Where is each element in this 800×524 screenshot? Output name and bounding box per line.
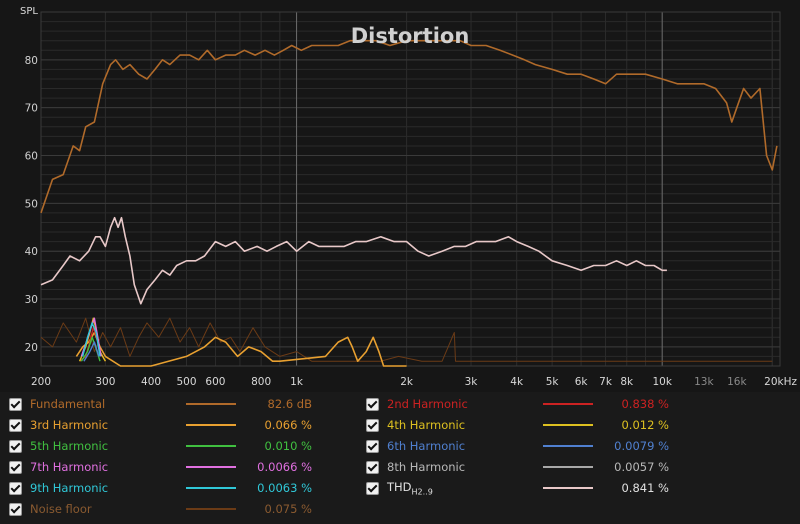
legend-checkbox-4th-harmonic[interactable]: [366, 418, 379, 432]
legend-item-4th-harmonic: 4th Harmonic 0.012 %: [366, 415, 669, 435]
legend-label: THDH2..9: [387, 479, 433, 497]
legend-swatch: [186, 424, 236, 426]
legend-item-9th-harmonic: 9th Harmonic 0.0063 %: [9, 478, 312, 498]
x-tick-label: 3k: [465, 376, 479, 388]
x-tick-label: 600: [205, 376, 225, 388]
legend-label: 5th Harmonic: [30, 439, 109, 453]
legend-swatch: [543, 403, 593, 405]
legend-checkbox-fundamental[interactable]: [9, 397, 22, 411]
y-tick-label: 80: [25, 55, 38, 67]
legend-swatch: [186, 508, 236, 510]
legend-swatch: [543, 445, 593, 447]
x-tick-label: 16k: [727, 376, 747, 388]
x-tick-label: 4k: [510, 376, 524, 388]
legend-checkbox-8th-harmonic[interactable]: [366, 460, 379, 474]
legend-checkbox-9th-harmonic[interactable]: [9, 481, 22, 495]
x-tick-label: 13k: [694, 376, 714, 388]
x-tick-label: 6k: [575, 376, 589, 388]
legend-label: Fundamental: [30, 397, 106, 411]
legend-swatch: [186, 445, 236, 447]
series-line-9th-harmonic: [82, 322, 101, 357]
plot-area: [40, 39, 778, 367]
x-tick-label: 10k: [652, 376, 672, 388]
legend-value: 0.0057 %: [614, 460, 669, 474]
legend-value: 0.0079 %: [614, 439, 669, 453]
legend-swatch: [186, 466, 236, 468]
series-line-thd: [40, 216, 667, 305]
legend-value: 0.075 %: [264, 502, 312, 516]
x-tick-label: 800: [251, 376, 271, 388]
y-tick-label: 20: [25, 342, 38, 354]
legend-value: 0.012 %: [621, 418, 669, 432]
legend-label: 2nd Harmonic: [387, 397, 468, 411]
legend-swatch: [543, 487, 593, 489]
legend-value: 0.838 %: [621, 397, 669, 411]
chart-title: Distortion: [351, 24, 470, 48]
legend-checkbox-noise-floor[interactable]: [9, 502, 22, 516]
legend-checkbox-6th-harmonic[interactable]: [366, 439, 379, 453]
x-tick-label: 300: [95, 376, 115, 388]
legend-item-3rd-harmonic: 3rd Harmonic 0.066 %: [9, 415, 312, 435]
y-axis-label: SPL: [20, 6, 38, 17]
legend-label-subscript: H2..9: [411, 487, 433, 497]
plot-frame: [40, 11, 781, 367]
legend-item-2nd-harmonic: 2nd Harmonic 0.838 %: [366, 394, 669, 414]
legend-item-5th-harmonic: 5th Harmonic 0.010 %: [9, 436, 312, 456]
legend-swatch: [186, 403, 236, 405]
legend-label: 8th Harmonic: [387, 460, 466, 474]
y-tick-label: 30: [25, 294, 38, 306]
series-line-3rd-harmonic: [75, 331, 407, 367]
distortion-chart: 20 30 40 50 60 70 80 200 300 400 500 600 800 1k 2k 3k 4k…: [20, 6, 798, 388]
legend-value: 0.0066 %: [257, 460, 312, 474]
x-tick-label: 1k: [290, 376, 304, 388]
x-tick-label: 20kHz: [764, 376, 797, 388]
y-tick-label: 60: [25, 151, 38, 163]
legend-item-6th-harmonic: 6th Harmonic 0.0079 %: [366, 436, 669, 456]
x-tick-label: 7k: [599, 376, 613, 388]
legend-value: 0.010 %: [264, 439, 312, 453]
legend-swatch: [543, 424, 593, 426]
legend-item-fundamental: Fundamental 82.6 dB: [9, 394, 312, 414]
legend-label: 6th Harmonic: [387, 439, 466, 453]
legend-item-7th-harmonic: 7th Harmonic 0.0066 %: [9, 457, 312, 477]
legend-label: 3rd Harmonic: [30, 418, 109, 432]
x-tick-label: 8k: [620, 376, 634, 388]
legend-value: 0.0063 %: [257, 481, 312, 495]
legend-label: Noise floor: [30, 502, 92, 516]
x-tick-label: 400: [141, 376, 161, 388]
x-tick-label: 500: [176, 376, 196, 388]
y-tick-label: 70: [25, 103, 38, 115]
legend-label: 4th Harmonic: [387, 418, 466, 432]
series-line-6th-harmonic: [83, 341, 100, 362]
legend-checkbox-2nd-harmonic[interactable]: [366, 397, 379, 411]
x-tick-label: 2k: [400, 376, 414, 388]
x-tick-label: 200: [31, 376, 51, 388]
legend-value: 82.6 dB: [267, 397, 312, 411]
legend-item-noise-floor: Noise floor 0.075 %: [9, 499, 312, 519]
legend-item-8th-harmonic: 8th Harmonic 0.0057 %: [366, 457, 669, 477]
legend-value: 0.066 %: [264, 418, 312, 432]
y-tick-label: 40: [25, 246, 38, 258]
legend-label: 9th Harmonic: [30, 481, 109, 495]
legend-label: 7th Harmonic: [30, 460, 109, 474]
legend: Fundamental 82.6 dB 3rd Harmonic 0.066 % 5th…: [0, 392, 800, 524]
chart-axes: 20 30 40 50 60 70 80 200 300 400 500 600 800 1k 2k 3k 4k…: [25, 55, 798, 388]
legend-item-thd: THDH2..9 0.841 %: [366, 478, 669, 498]
series-line-fundamental: [40, 39, 778, 214]
legend-checkbox-7th-harmonic[interactable]: [9, 460, 22, 474]
legend-value: 0.841 %: [621, 481, 669, 495]
legend-checkbox-3rd-harmonic[interactable]: [9, 418, 22, 432]
chart-grid: [40, 11, 781, 367]
y-tick-label: 50: [25, 198, 38, 210]
legend-checkbox-5th-harmonic[interactable]: [9, 439, 22, 453]
legend-checkbox-thd[interactable]: [366, 481, 379, 495]
series-line-noise-floor: [40, 317, 773, 362]
legend-swatch: [543, 466, 593, 468]
legend-swatch: [186, 487, 236, 489]
x-tick-label: 5k: [546, 376, 560, 388]
